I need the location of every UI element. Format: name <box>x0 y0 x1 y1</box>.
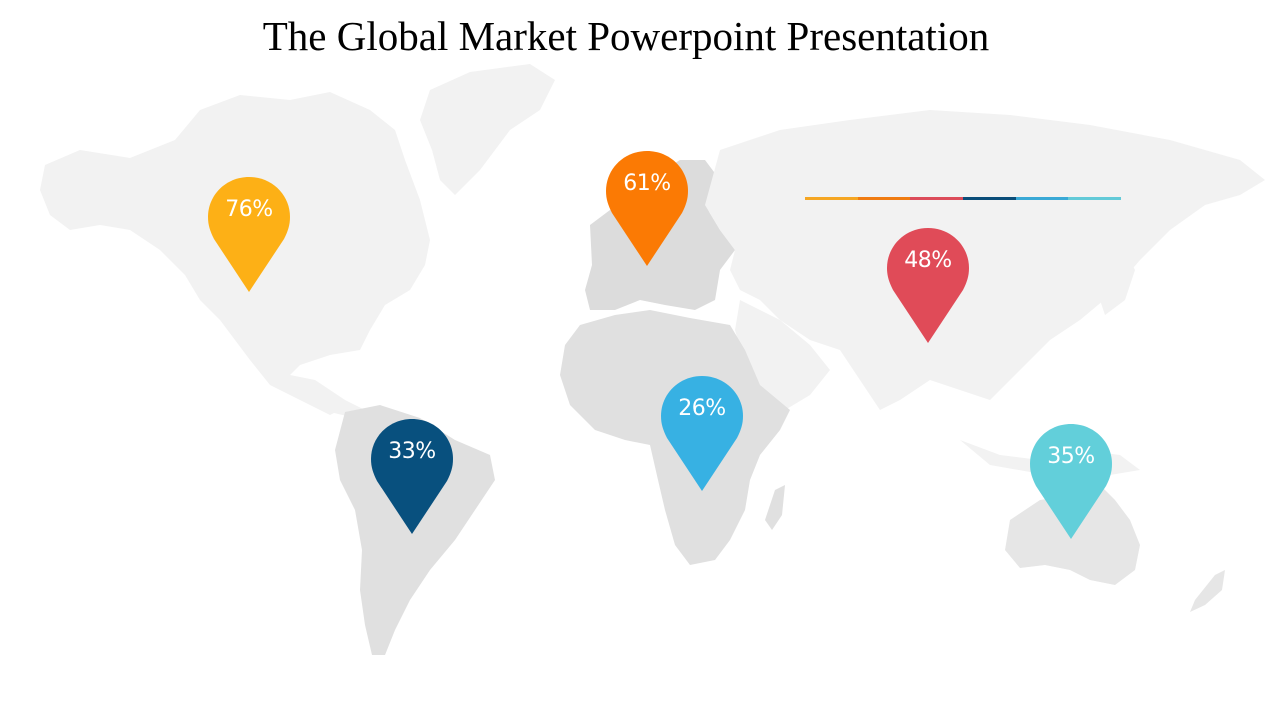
pin-south-america: 33% <box>371 419 453 535</box>
pin-australia: 35% <box>1030 424 1112 540</box>
map-pin-icon <box>606 151 688 266</box>
legend-segment-4 <box>963 197 1016 200</box>
map-pin-icon <box>208 177 290 292</box>
pin-africa: 26% <box>661 376 743 492</box>
greenland-shape <box>420 64 555 195</box>
legend-segment-2 <box>857 197 911 200</box>
map-pin-icon <box>1030 424 1112 539</box>
legend-segment-1 <box>805 197 858 200</box>
asia-shape <box>705 110 1265 410</box>
pin-europe: 61% <box>606 151 688 267</box>
pin-label: 48% <box>904 248 952 273</box>
pin-label: 35% <box>1047 444 1095 469</box>
pin-label: 26% <box>678 396 726 421</box>
pin-north-america: 76% <box>208 177 290 293</box>
japan-shape <box>1100 250 1135 315</box>
map-pin-icon <box>661 376 743 491</box>
central-america-shape <box>290 375 365 418</box>
color-legend-bar <box>805 197 1122 200</box>
pin-label: 61% <box>623 171 671 196</box>
map-pin-icon <box>887 228 969 343</box>
madagascar-shape <box>765 485 785 530</box>
legend-segment-3 <box>910 197 964 200</box>
pin-label: 76% <box>225 197 273 222</box>
uk-shape <box>595 220 612 258</box>
pin-asia: 48% <box>887 228 969 344</box>
slide-title: The Global Market Powerpoint Presentatio… <box>262 13 990 59</box>
new-zealand-shape <box>1190 570 1225 612</box>
legend-segment-6 <box>1068 197 1122 200</box>
pin-label: 33% <box>388 439 436 464</box>
legend-segment-5 <box>1015 197 1069 200</box>
map-pin-icon <box>371 419 453 534</box>
